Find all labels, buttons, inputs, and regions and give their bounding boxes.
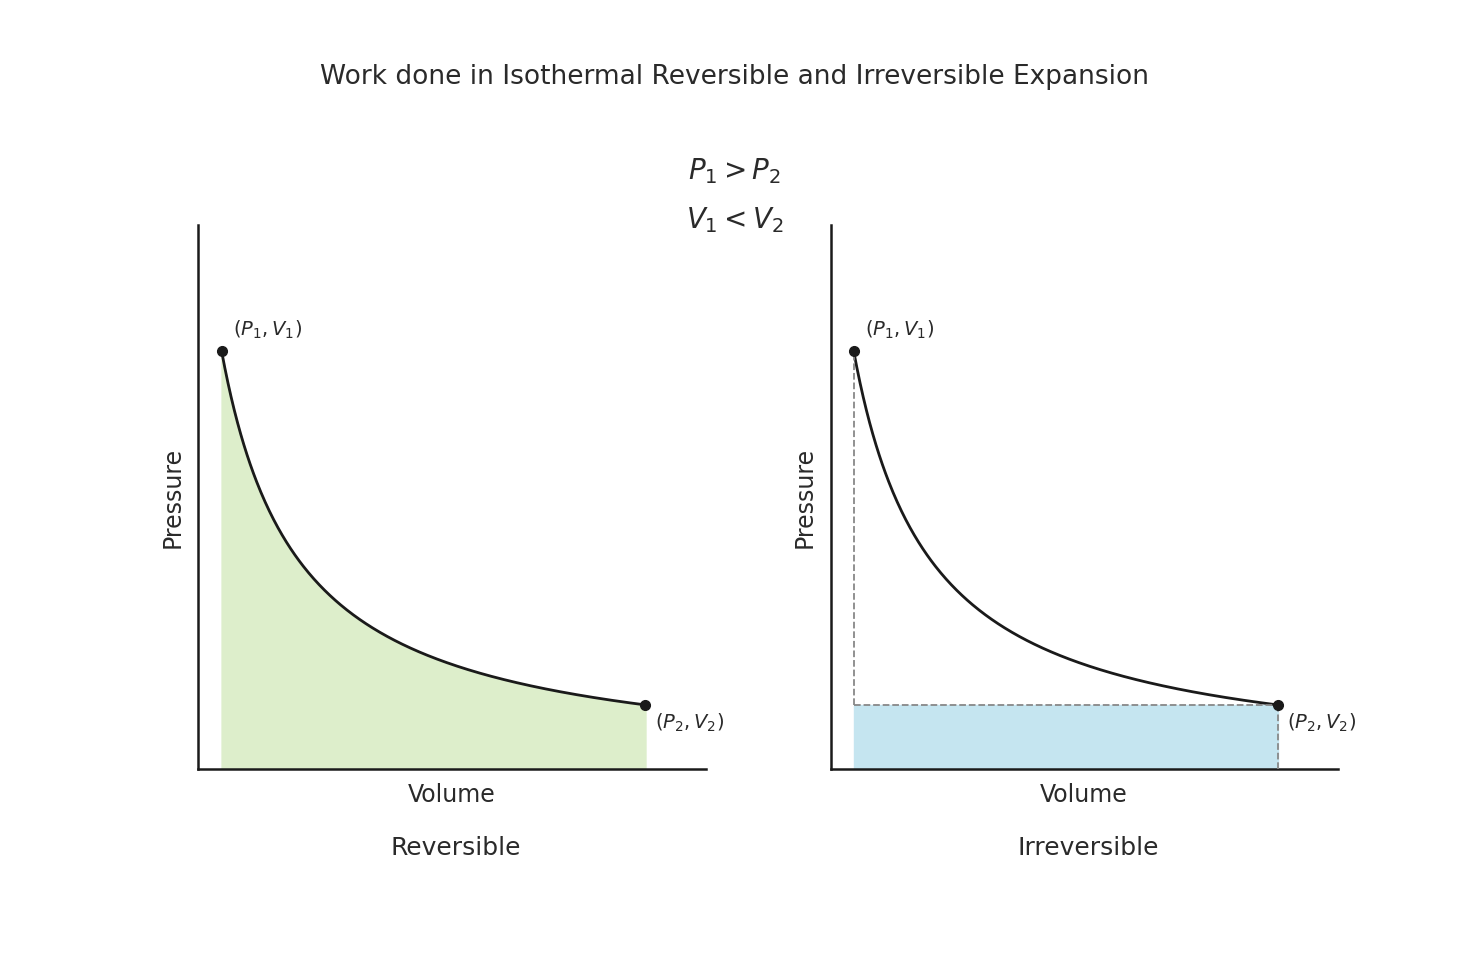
Text: $V_1 < V_2$: $V_1 < V_2$	[686, 206, 784, 235]
Y-axis label: Pressure: Pressure	[160, 447, 185, 548]
Text: $(P_2, V_2)$: $(P_2, V_2)$	[1286, 711, 1355, 734]
Text: $(P_2, V_2)$: $(P_2, V_2)$	[654, 711, 723, 734]
Text: $(P_1, V_1)$: $(P_1, V_1)$	[866, 318, 935, 341]
Text: Work done in Isothermal Reversible and Irreversible Expansion: Work done in Isothermal Reversible and I…	[320, 65, 1150, 90]
Text: Reversible: Reversible	[391, 836, 520, 859]
Text: $(P_1, V_1)$: $(P_1, V_1)$	[234, 318, 303, 341]
Y-axis label: Pressure: Pressure	[792, 447, 817, 548]
X-axis label: Volume: Volume	[1041, 783, 1127, 808]
X-axis label: Volume: Volume	[409, 783, 495, 808]
Text: $P_1 > P_2$: $P_1 > P_2$	[688, 157, 782, 186]
Text: Irreversible: Irreversible	[1017, 836, 1158, 859]
